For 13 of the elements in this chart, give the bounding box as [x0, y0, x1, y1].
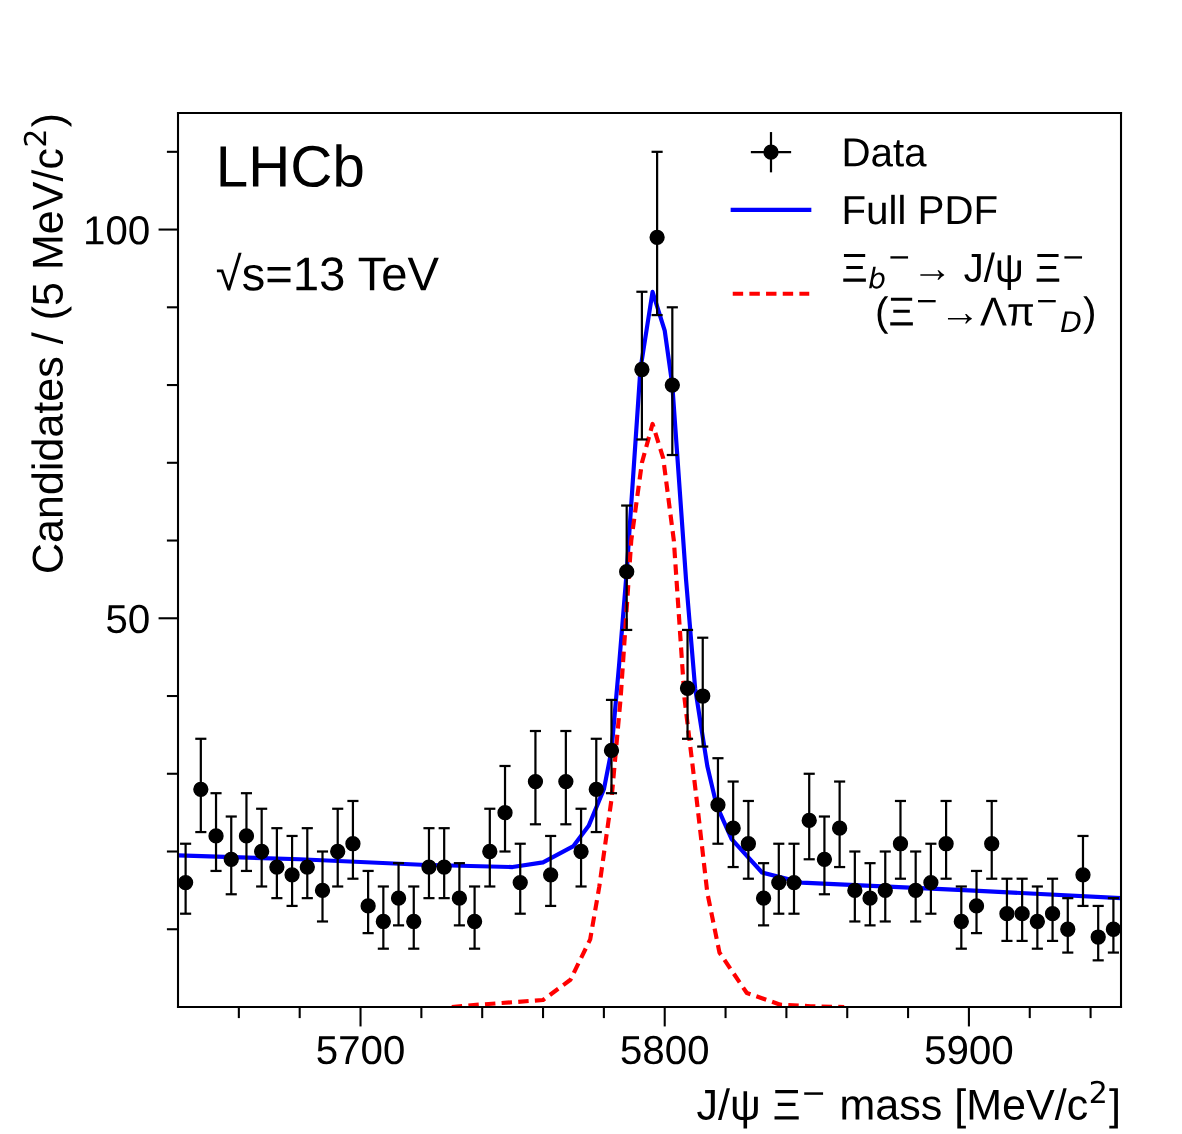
y-tick-label: 100: [86, 216, 149, 245]
line-series: [449, 421, 847, 1007]
x-tick-label: 5900: [925, 1035, 1013, 1065]
x-axis-title: J/ψ Ξ$^{−}$ mass [MeV/c$^{2}$]: [697, 1080, 1118, 1129]
x-tick-label: 5700: [317, 1035, 404, 1065]
annotation: LHCb: [220, 144, 363, 188]
y-tick-label: 50: [107, 604, 149, 634]
legend-label: Data: [844, 138, 927, 167]
annotation: √s=13 TeV: [216, 252, 439, 291]
text: Ξ$_{b}$$^{−}$→ J/ψ Ξ$^{−}$ (Ξ$^{−}$→Λπ$^{−}$$_{D}$): [843, 252, 1094, 334]
x-tick-label: 5800: [621, 1035, 708, 1065]
legend-label: Full PDF: [844, 194, 997, 225]
y-axis-title: Candidates / (5 MeV/c$^{2}$): [23, 115, 72, 572]
